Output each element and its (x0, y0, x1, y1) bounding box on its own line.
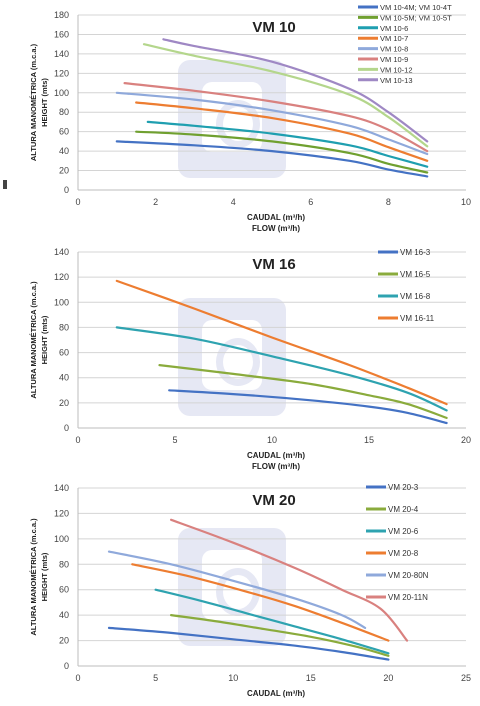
y-tick-label: 120 (54, 272, 69, 282)
x-axis-title: CAUDAL (m³/h) (247, 451, 305, 460)
x-tick-label: 20 (383, 673, 393, 683)
y-tick-label: 180 (54, 10, 69, 20)
series-line (123, 82, 429, 153)
legend-label: VM 10-7 (380, 34, 408, 43)
y-tick-label: 40 (59, 373, 69, 383)
series-line (131, 563, 390, 642)
series-line (142, 43, 429, 148)
y-tick-label: 100 (54, 534, 69, 544)
y-tick-label: 40 (59, 146, 69, 156)
x-tick-label: 0 (75, 197, 80, 207)
y-tick-label: 140 (54, 247, 69, 257)
x-tick-label: 15 (364, 435, 374, 445)
y-tick-label: 120 (54, 508, 69, 518)
y-tick-label: 140 (54, 49, 69, 59)
legend-label: VM 10-8 (380, 45, 408, 54)
x-tick-label: 10 (267, 435, 277, 445)
y-tick-label: 160 (54, 29, 69, 39)
series-line (107, 626, 390, 661)
x-tick-label: 15 (306, 673, 316, 683)
y-tick-label: 80 (59, 107, 69, 117)
legend-label: VM 10-9 (380, 55, 408, 64)
y-axis-title-2: HEIGHT (mts) (40, 78, 49, 127)
legend-label: VM 20-11N (388, 593, 428, 602)
series-line (162, 38, 429, 143)
y-tick-label: 40 (59, 610, 69, 620)
chart-title: VM 20 (252, 492, 295, 509)
x-tick-label: 5 (172, 435, 177, 445)
y-axis-title: ALTURA MANOMÉTRICA (m.c.a.) (29, 281, 38, 399)
y-tick-label: 60 (59, 127, 69, 137)
y-tick-label: 60 (59, 585, 69, 595)
x-axis-title: CAUDAL (m³/h) (247, 213, 305, 222)
legend-label: VM 20-4 (388, 505, 419, 514)
legend-label: VM 16-11 (400, 314, 435, 323)
y-tick-label: 20 (59, 636, 69, 646)
y-tick-label: 0 (64, 423, 69, 433)
x-tick-label: 20 (461, 435, 471, 445)
x-tick-label: 8 (386, 197, 391, 207)
legend-label: VM 10-5M; VM 10-5T (380, 13, 452, 22)
y-tick-label: 20 (59, 166, 69, 176)
legend-label: VM 20-3 (388, 483, 419, 492)
series-line (115, 326, 448, 412)
series-line (170, 518, 409, 642)
series-line (107, 550, 367, 629)
y-tick-label: 20 (59, 398, 69, 408)
legend-label: VM 16-8 (400, 292, 431, 301)
y-tick-label: 60 (59, 348, 69, 358)
chart-2: 0 20 40 60 80 100 120 140 0 5 10 15 20 25 VM 20 CAUDAL … (29, 483, 471, 698)
series-line (135, 130, 429, 174)
legend-label: VM 20-6 (388, 527, 419, 536)
series-line (170, 614, 390, 657)
x-tick-label: 4 (231, 197, 236, 207)
legend-label: VM 20-80N (388, 571, 429, 580)
series-line (135, 101, 429, 162)
y-axis-title: ALTURA MANOMÉTRICA (m.c.a.) (29, 518, 38, 636)
series-line (115, 91, 429, 156)
y-axis-title-2: HEIGHT (mts) (40, 552, 49, 601)
x-tick-label: 2 (153, 197, 158, 207)
x-tick-label: 10 (461, 197, 471, 207)
series-line (158, 364, 448, 419)
x-tick-label: 10 (228, 673, 238, 683)
x-tick-label: 0 (75, 435, 80, 445)
y-axis-title-2: HEIGHT (mts) (40, 315, 49, 364)
side-marker (3, 180, 7, 189)
legend-label: VM 16-3 (400, 248, 431, 257)
chart-1: 0 20 40 60 80 100 120 140 0 5 10 15 20 VM 16 CAUDAL (m… (29, 247, 471, 471)
y-tick-label: 80 (59, 559, 69, 569)
x-tick-label: 5 (153, 673, 158, 683)
y-tick-label: 100 (54, 297, 69, 307)
legend-label: VM 10-13 (380, 76, 413, 85)
legend-label: VM 20-8 (388, 549, 419, 558)
x-tick-label: 0 (75, 673, 80, 683)
series-line (146, 120, 429, 168)
legend-label: VM 16-5 (400, 270, 431, 279)
series-line (115, 279, 448, 406)
y-tick-label: 100 (54, 88, 69, 98)
x-axis-title: CAUDAL (m³/h) (247, 689, 305, 698)
y-tick-label: 0 (64, 185, 69, 195)
legend-label: VM 10-6 (380, 24, 408, 33)
y-tick-label: 140 (54, 483, 69, 493)
y-tick-label: 120 (54, 68, 69, 78)
x-axis-title-2: FLOW (m³/h) (252, 224, 300, 233)
chart-title: VM 16 (252, 256, 295, 273)
legend-label: VM 10-4M; VM 10-4T (380, 3, 452, 12)
watermark-logo (178, 60, 286, 178)
y-tick-label: 0 (64, 661, 69, 671)
x-axis-title-2: FLOW (m³/h) (252, 462, 300, 471)
x-tick-label: 25 (461, 673, 471, 683)
chart-0: 0 20 40 60 80 100 120 140 160 180 0 2 4 6 8 10 VM 10 CAUD… (29, 3, 471, 233)
series-line (115, 140, 429, 178)
y-axis-title: ALTURA MANOMÉTRICA (m.c.a.) (29, 43, 38, 161)
series-line (168, 389, 448, 425)
y-tick-label: 80 (59, 322, 69, 332)
series-line (154, 588, 390, 655)
x-tick-label: 6 (308, 197, 313, 207)
chart-title: VM 10 (252, 19, 295, 36)
legend-label: VM 10-12 (380, 65, 413, 74)
